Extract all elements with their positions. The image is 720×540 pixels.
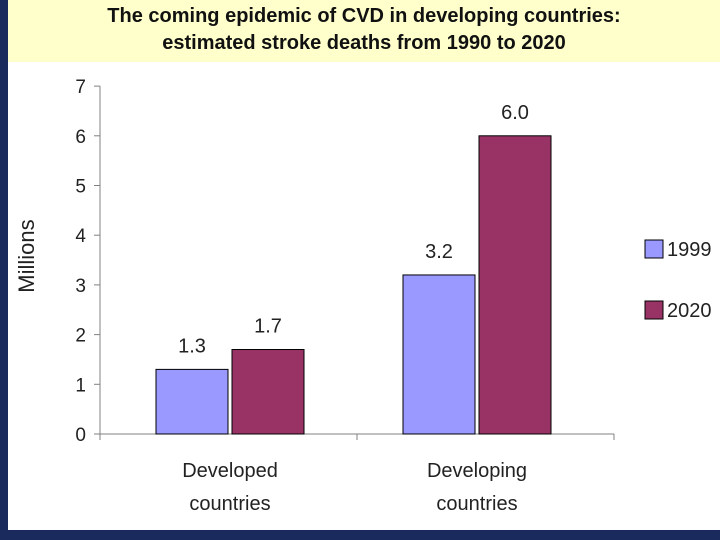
data-label: 6.0: [501, 102, 529, 124]
y-tick-label: 5: [75, 177, 86, 198]
bar-2020-1: [478, 135, 552, 435]
bar-chart: 0 1 2 3 4 5 6 7 Millions 1.3 1.7 Developed countries…: [14, 77, 712, 515]
data-label: 1.3: [178, 335, 206, 357]
chart-subtitle: estimated stroke deaths from 1990 to 202…: [162, 32, 566, 54]
bar-1999-1: [402, 274, 476, 435]
x-tick-label: Developed: [182, 460, 278, 482]
bar-1999-0: [155, 368, 229, 435]
y-tick-label: 2: [75, 326, 86, 347]
data-label: 1.7: [254, 316, 282, 338]
legend-label: 1999: [667, 239, 712, 261]
bar-2020-0: [231, 349, 305, 435]
y-tick-label: 1: [75, 375, 86, 396]
legend-swatch-1999: [644, 239, 664, 259]
chart-title: The coming epidemic of CVD in developing…: [107, 5, 621, 27]
y-tick-label: 6: [75, 127, 86, 148]
y-axis-title: Millions: [14, 219, 39, 292]
x-tick-label: countries: [436, 493, 517, 515]
legend-label: 2020: [667, 300, 712, 322]
y-tick-label: 4: [75, 226, 86, 247]
x-tick-label: countries: [189, 493, 270, 515]
y-tick-label: 3: [75, 276, 86, 297]
title-band: The coming epidemic of CVD in developing…: [8, 0, 720, 62]
data-label: 3.2: [425, 241, 453, 263]
plot-area: 0 1 2 3 4 5 6 7 Millions 1.3 1.7 Developed countries…: [8, 62, 720, 530]
legend-swatch-2020: [644, 300, 664, 320]
y-tick-label: 7: [75, 77, 86, 98]
y-tick-label: 0: [75, 425, 86, 446]
x-tick-label: Developing: [427, 460, 527, 482]
